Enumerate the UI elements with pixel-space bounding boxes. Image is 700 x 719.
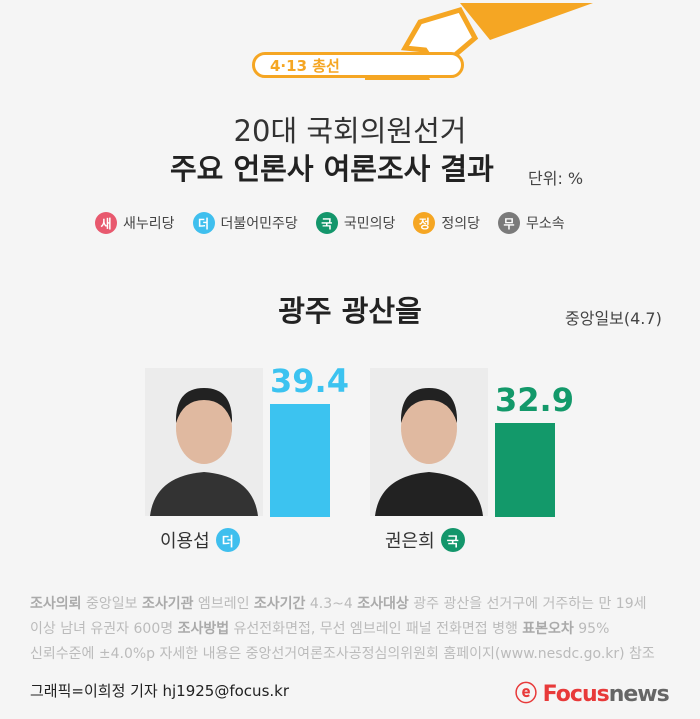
- candidate-photo: [370, 368, 488, 516]
- page-subtitle: 주요 언론사 여론조사 결과: [170, 152, 494, 186]
- notes-value: 4.3~4: [305, 596, 358, 612]
- graphic-credit: 그래픽=이희정 기자 hj1925@focus.kr: [30, 682, 290, 700]
- party-mark-icon: 더: [192, 212, 215, 234]
- legend-item: 정 정의당: [413, 212, 480, 234]
- poll-source: 중앙일보(4.7): [565, 309, 662, 328]
- vote-bar: [270, 404, 330, 517]
- focusnews-logo: ⓔ Focusnews: [515, 682, 670, 707]
- candidate-name-text: 이용섭: [160, 531, 210, 552]
- vote-bar: [495, 422, 555, 517]
- vote-value: 39.4: [270, 362, 349, 400]
- party-mark-icon: 무: [497, 212, 520, 234]
- unit-label: 단위: %: [528, 169, 584, 188]
- notes-key: 표본오차: [522, 621, 574, 637]
- notes-key: 조사대상: [357, 596, 409, 612]
- notes-key: 조사기간: [253, 596, 306, 612]
- legend-item: 새 새누리당: [95, 212, 175, 234]
- notes-line-2: 이상 남녀 유권자 600명 조사방법 유선전화면접, 무선 엠브레인 패널 전…: [30, 617, 680, 642]
- region-title: 광주 광산을: [278, 294, 422, 328]
- notes-value: 유선전화면접, 무선 엠브레인 패널 전화면접 병행: [229, 621, 523, 637]
- party-legend: 새 새누리당 더 더불어민주당 국 국민의당 정 정의당 무 무소속: [95, 212, 565, 234]
- party-mark-icon: 정: [413, 212, 436, 234]
- candidate-name: 권은희 국: [385, 527, 465, 553]
- candidate-photo: [145, 368, 263, 516]
- survey-notes: 조사의뢰 중앙일보 조사기관 엠브레인 조사기간 4.3~4 조사대상 광주 광…: [30, 592, 680, 667]
- notes-key: 조사방법: [177, 621, 230, 637]
- legend-label: 새누리당: [123, 216, 175, 232]
- notes-key: 조사기관: [141, 596, 194, 612]
- party-mark-icon: 새: [95, 212, 117, 234]
- notes-line-1: 조사의뢰 중앙일보 조사기관 엠브레인 조사기간 4.3~4 조사대상 광주 광…: [30, 592, 680, 617]
- party-mark-icon: 국: [315, 212, 338, 234]
- vote-value: 32.9: [495, 380, 574, 419]
- notes-value: 광주 광산을 선거구에 거주하는 만 19세: [408, 596, 647, 612]
- page-title: 20대 국회의원선거: [233, 114, 467, 148]
- notes-value: 95%: [573, 621, 610, 637]
- notes-value: 중앙일보: [81, 596, 142, 612]
- election-badge: [252, 52, 464, 78]
- notes-value: 이상 남녀 유권자 600명: [30, 621, 178, 637]
- legend-item: 더 더불어민주당: [192, 212, 298, 234]
- legend-item: 국 국민의당: [315, 212, 396, 234]
- legend-label: 정의당: [441, 216, 480, 232]
- legend-label: 무소속: [525, 216, 565, 232]
- party-mark-icon: 더: [215, 528, 240, 552]
- notes-key: 조사의뢰: [30, 596, 82, 612]
- candidate-name-text: 권은희: [385, 531, 435, 552]
- legend-label: 더불어민주당: [220, 216, 298, 232]
- candidate-name: 이용섭 더: [160, 527, 240, 553]
- party-mark-icon: 국: [440, 528, 465, 552]
- notes-value: 엠브레인: [193, 596, 254, 612]
- legend-item: 무 무소속: [497, 212, 565, 234]
- notes-line-3: 신뢰수준에 ±4.0%p 자세한 내용은 중앙선거여론조사공정심의위원회 홈페이…: [30, 646, 655, 662]
- election-badge-label: 4·13 총선: [270, 57, 340, 75]
- legend-label: 국민의당: [343, 216, 396, 232]
